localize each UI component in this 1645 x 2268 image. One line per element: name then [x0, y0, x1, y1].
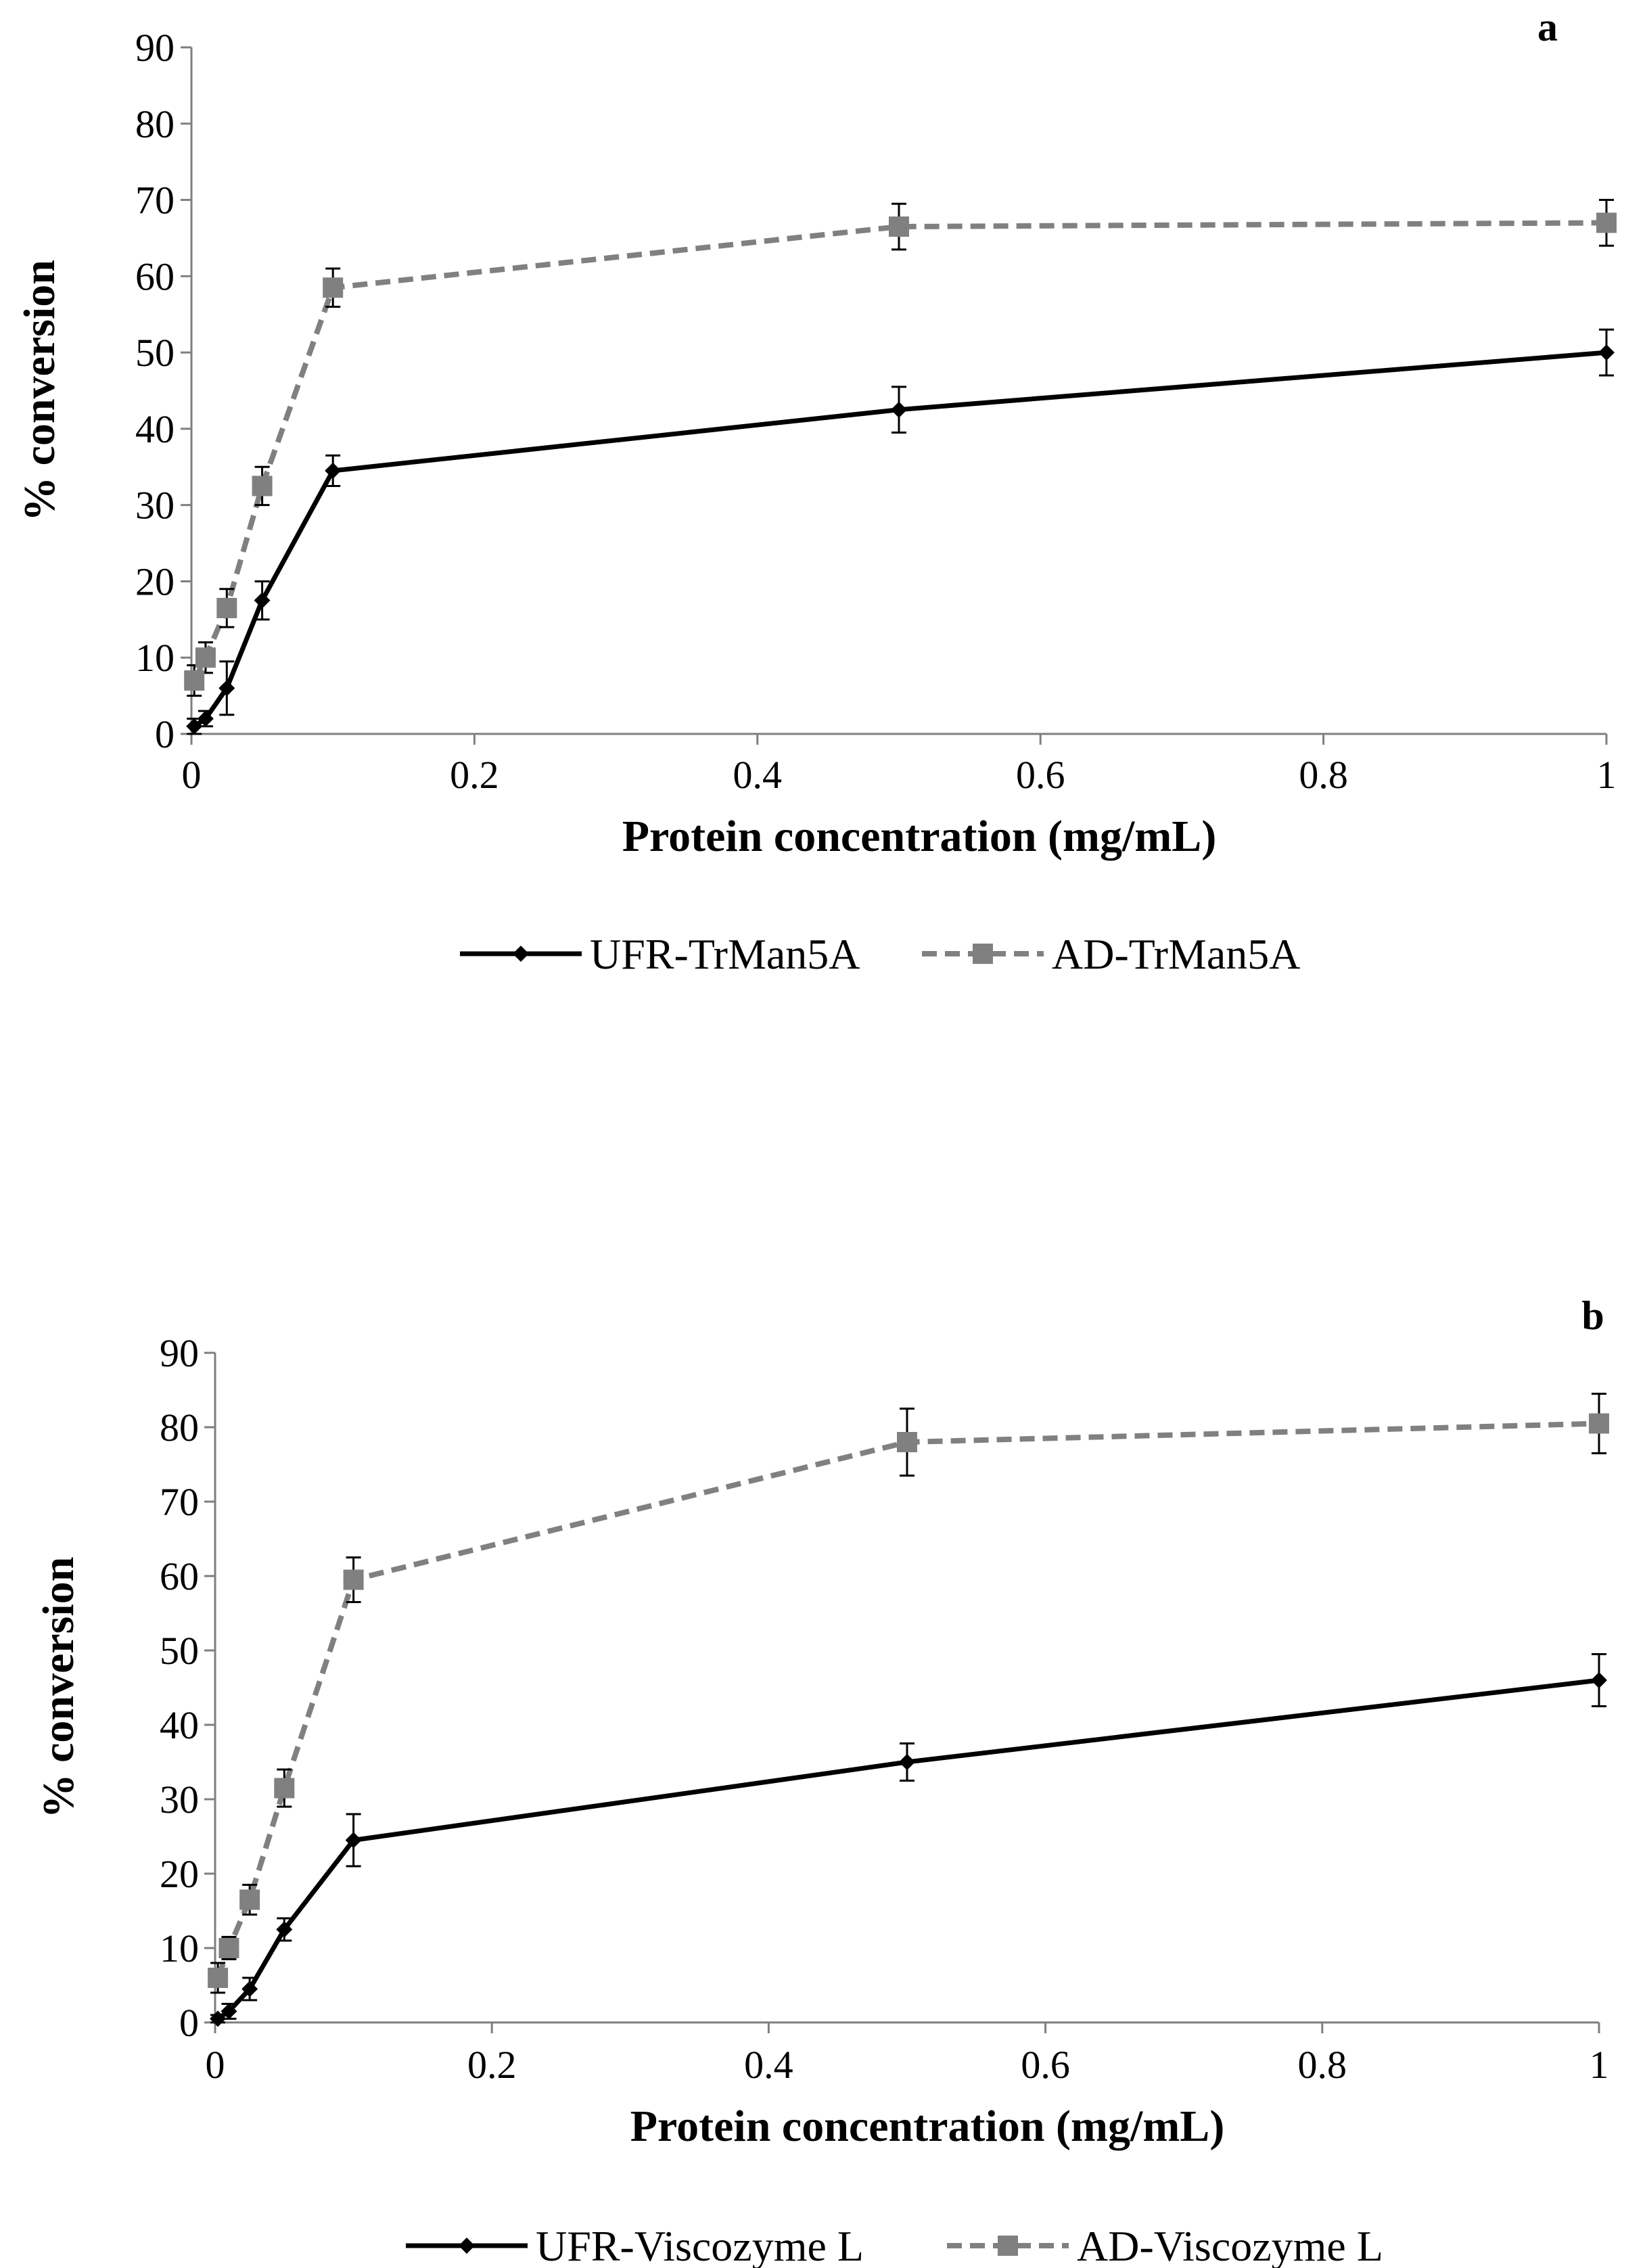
chart-b-legend-ad-viscozyme-l-label: AD-Viscozyme L [1077, 2222, 1383, 2268]
chart-b-y-tick-label: 70 [160, 1480, 199, 1524]
chart-b-y-tick-label: 80 [160, 1406, 199, 1450]
chart-b-y-tick-label: 0 [179, 2001, 199, 2045]
chart-a-y-tick-label: 20 [135, 559, 175, 603]
chart-b-x-tick-label: 1 [1590, 2043, 1609, 2087]
chart-a-x-tick-label: 0.4 [733, 753, 783, 797]
chart-b-x-axis-title: Protein concentration (mg/mL) [630, 2102, 1225, 2151]
chart-b-series-ufr-viscozyme-l-point [276, 1921, 293, 1938]
chart-a-y-tick-label: 0 [155, 712, 175, 756]
chart-a-series-ufr-trman5a-point [891, 401, 907, 418]
chart-a-series-ad-trman5a-point [889, 216, 909, 237]
chart-a-x-tick-label: 0.6 [1016, 753, 1065, 797]
chart-b-y-tick-label: 90 [160, 1331, 199, 1375]
chart-b-y-axis-title: % conversion [34, 1557, 83, 1819]
chart-b-series-ufr-viscozyme-l [210, 1653, 1607, 2027]
chart-b-y-tick-label: 30 [160, 1778, 199, 1822]
chart-a-series-ad-trman5a-point [1596, 212, 1617, 233]
chart-b-x-tick-label: 0.2 [467, 2043, 517, 2087]
chart-a-y-tick-label: 30 [135, 484, 175, 528]
chart-b-series-ad-viscozyme-l-point [897, 1432, 917, 1452]
chart-a-legend-ad-trman5a-marker [973, 944, 993, 964]
chart-b-y-tick-label: 60 [160, 1554, 199, 1598]
chart-a-series-ufr-trman5a-point [218, 680, 235, 697]
chart-b-legend-ufr-viscozyme-l-label: UFR-Viscozyme L [536, 2222, 864, 2268]
chart-b-series-ufr-viscozyme-l-point [221, 2003, 237, 2020]
chart-b-y-tick-label: 50 [160, 1629, 199, 1673]
chart-b-series-ufr-viscozyme-l-point [1591, 1672, 1607, 1688]
chart-b-series-ad-viscozyme-l-line [215, 1420, 1600, 1979]
chart-b-series-ufr-viscozyme-l-point [345, 1832, 362, 1849]
chart-a-panel-label: a [1537, 5, 1558, 49]
chart-a-series-ufr-trman5a-point [325, 462, 342, 479]
chart-a-legend-ufr-trman5a: UFR-TrMan5A [460, 930, 860, 978]
chart-a-series-ufr-trman5a-point [186, 718, 203, 735]
chart-b-series-ad-viscozyme-l-point [343, 1569, 364, 1590]
chart-a-x-tick-label: 1 [1597, 753, 1617, 797]
chart-b-x-tick-label: 0.8 [1298, 2043, 1347, 2087]
chart-a-series-ufr-trman5a-point [197, 710, 214, 727]
chart-b-y-tick-label: 20 [160, 1852, 199, 1896]
chart-b-series-ad-viscozyme-l-point [239, 1889, 260, 1910]
chart-a-x-tick-label: 0.2 [450, 753, 499, 797]
chart-panel-b: 0 10 20 30 40 50 60 70 80 90 0 0.2 0.4 0.6 0.8 1 Protein… [34, 1293, 1609, 2268]
chart-b-series-ufr-viscozyme-l-point [210, 2010, 227, 2027]
chart-panel-a: 0 10 20 30 40 50 60 70 80 90 0 0.2 0.4 0.6 0.8 1 Protein… [15, 5, 1617, 978]
chart-b-series-ufr-viscozyme-l-point [899, 1754, 915, 1770]
chart-b-series-ad-viscozyme-l-point [208, 1968, 229, 1988]
chart-a-y-tick-label: 60 [135, 254, 175, 298]
chart-a-series-ad-trman5a-point [195, 647, 216, 668]
chart-a-series-ufr-trman5a [186, 328, 1615, 735]
chart-b-y-tick-label: 40 [160, 1703, 199, 1747]
chart-b-series-ad-viscozyme-l-point [218, 1938, 239, 1958]
chart-b-x-tick-label: 0 [206, 2043, 225, 2087]
chart-a-y-tick-label: 80 [135, 102, 175, 146]
chart-b-series-ad-viscozyme-l [208, 1393, 1609, 1994]
chart-b-panel-label: b [1581, 1293, 1604, 1338]
chart-a-series-ad-trman5a-line [191, 220, 1607, 682]
chart-b-series-ufr-viscozyme-l-point [241, 1981, 258, 1997]
chart-a-series-ad-trman5a [184, 199, 1617, 697]
chart-b-legend-ufr-viscozyme-l: UFR-Viscozyme L [406, 2222, 864, 2268]
chart-a-series-ad-trman5a-point [184, 670, 205, 691]
chart-b-legend-ad-viscozyme-l-marker [998, 2236, 1018, 2256]
chart-b-series-ad-viscozyme-l-point [274, 1778, 295, 1799]
chart-a-series-ufr-trman5a-point [254, 592, 271, 609]
chart-a-y-tick-label: 10 [135, 636, 175, 680]
chart-b-x-tick-label: 0.6 [1021, 2043, 1070, 2087]
chart-b-y-tick-label: 10 [160, 1926, 199, 1970]
chart-b-series-ad-viscozyme-l-point [1589, 1413, 1609, 1434]
chart-a-legend-ufr-trman5a-label: UFR-TrMan5A [590, 930, 860, 978]
chart-a-series-ad-trman5a-point [323, 277, 344, 298]
chart-a-y-tick-label: 50 [135, 331, 175, 375]
chart-a-y-tick-label: 70 [135, 179, 175, 223]
chart-a-series-ad-trman5a-point [216, 597, 237, 618]
chart-b-legend-ufr-viscozyme-l-marker [459, 2238, 475, 2254]
chart-a-series-ad-trman5a-point [252, 476, 273, 496]
chart-a-y-tick-label: 40 [135, 407, 175, 451]
chart-b-series-ufr-viscozyme-l-line [216, 1677, 1600, 2021]
chart-a-x-axis-title: Protein concentration (mg/mL) [622, 812, 1217, 861]
chart-b-x-tick-label: 0.4 [744, 2043, 793, 2087]
chart-a-y-tick-label: 90 [135, 26, 175, 70]
chart-a-x-tick-label: 0 [182, 753, 202, 797]
chart-a-legend-ad-trman5a: AD-TrMan5A [922, 930, 1300, 978]
chart-a-legend-ufr-trman5a-marker [513, 946, 529, 962]
chart-a-y-axis-title: % conversion [15, 260, 64, 522]
chart-a-legend-ad-trman5a-label: AD-TrMan5A [1052, 930, 1300, 978]
chart-a-x-tick-label: 0.8 [1299, 753, 1348, 797]
chart-a-series-ufr-trman5a-point [1598, 344, 1615, 361]
chart-b-legend-ad-viscozyme-l: AD-Viscozyme L [947, 2222, 1383, 2268]
